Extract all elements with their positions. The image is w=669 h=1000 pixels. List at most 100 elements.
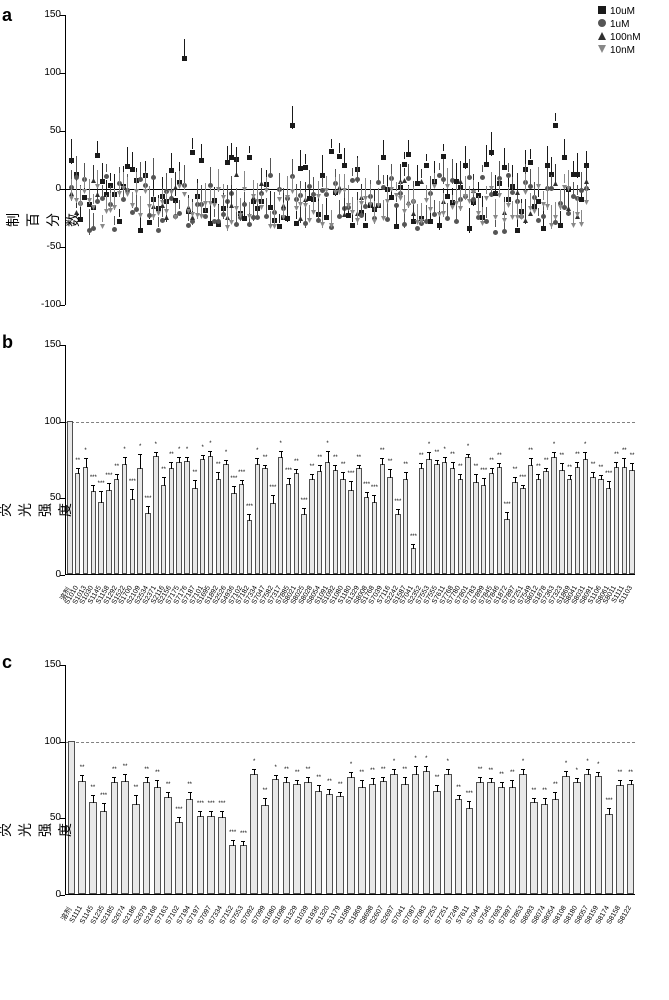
significance-marker: *** [245,504,254,510]
error-bar [387,186,388,200]
error-bar [469,208,470,233]
error-cap [388,469,392,470]
significance-marker: *** [502,502,511,508]
bar [465,457,470,574]
significance-marker: ** [130,785,142,791]
error-bar [404,168,405,176]
significance-marker: ** [541,458,550,464]
error-bar [517,173,518,194]
error-cap [529,458,533,459]
error-bar [309,170,310,185]
significance-marker: ** [87,785,99,791]
error-bar [577,185,578,195]
bar [317,471,322,574]
bar [336,796,344,894]
error-cap [123,457,127,458]
error-bar [486,186,487,194]
error-cap [381,777,385,778]
error-cap [614,462,618,463]
error-bar [499,179,500,195]
error-bar [157,780,158,788]
significance-marker: ** [184,782,196,788]
error-bar [244,171,245,191]
error-bar [499,161,500,178]
error-bar [452,195,453,202]
y-tick-label: 0 [37,183,61,194]
error-bar [140,196,141,217]
error-bar [495,175,496,196]
bar [598,479,603,574]
bar [175,822,183,894]
y-tick-mark [60,189,65,190]
error-bar [175,204,176,213]
error-bar [136,795,137,804]
error-bar [564,174,565,183]
bar [325,462,330,574]
error-bar [484,478,485,486]
error-cap [302,508,306,509]
error-bar [508,163,509,172]
significance-marker: * [593,762,605,768]
error-bar [547,146,548,168]
bar [347,777,355,894]
error-bar [218,205,219,220]
panel-b-plot: ****************************************… [65,345,635,575]
error-cap [553,792,557,793]
bar [75,473,80,574]
error-bar [249,514,250,522]
error-bar [443,159,444,184]
error-bar [328,451,329,463]
y-tick-label: 100 [37,67,61,78]
significance-marker: *** [464,791,476,797]
significance-marker: *** [299,498,308,504]
error-bar [585,452,586,460]
error-bar [408,164,409,177]
error-cap [295,780,299,781]
error-bar [421,169,422,179]
error-bar [469,801,470,809]
error-cap [169,462,173,463]
bar [629,470,634,574]
error-bar [525,174,526,193]
error-bar [531,458,532,466]
error-cap [568,475,572,476]
bar [498,787,506,894]
legend-label: 10nM [610,45,635,56]
error-bar [110,173,111,182]
error-bar [417,165,418,185]
error-cap [349,481,353,482]
significance-marker: * [571,768,583,774]
error-bar [439,201,440,211]
error-cap [396,509,400,510]
error-cap [521,769,525,770]
significance-marker: * [388,759,400,765]
error-bar [456,184,457,205]
error-cap [427,452,431,453]
y-tick-label: 100 [37,416,61,427]
bar [605,814,613,894]
significance-marker: *** [96,481,105,487]
bar [301,514,306,574]
bar [106,490,111,574]
bar [294,473,299,574]
error-bar [517,200,518,219]
bar [627,784,635,894]
error-bar [469,159,470,179]
error-bar [106,164,107,172]
error-bar [304,508,305,516]
significance-marker: ** [401,462,410,468]
significance-marker: *** [370,485,379,491]
error-bar [365,178,366,202]
significance-marker: * [135,444,144,450]
error-cap [575,778,579,779]
error-bar [261,168,262,182]
error-bar [383,200,384,221]
error-bar [383,175,384,183]
bar [100,811,108,894]
error-cap [622,458,626,459]
error-cap [279,451,283,452]
significance-marker: *** [173,807,185,813]
error-bar [609,481,610,489]
error-cap [209,811,213,812]
error-cap [318,465,322,466]
